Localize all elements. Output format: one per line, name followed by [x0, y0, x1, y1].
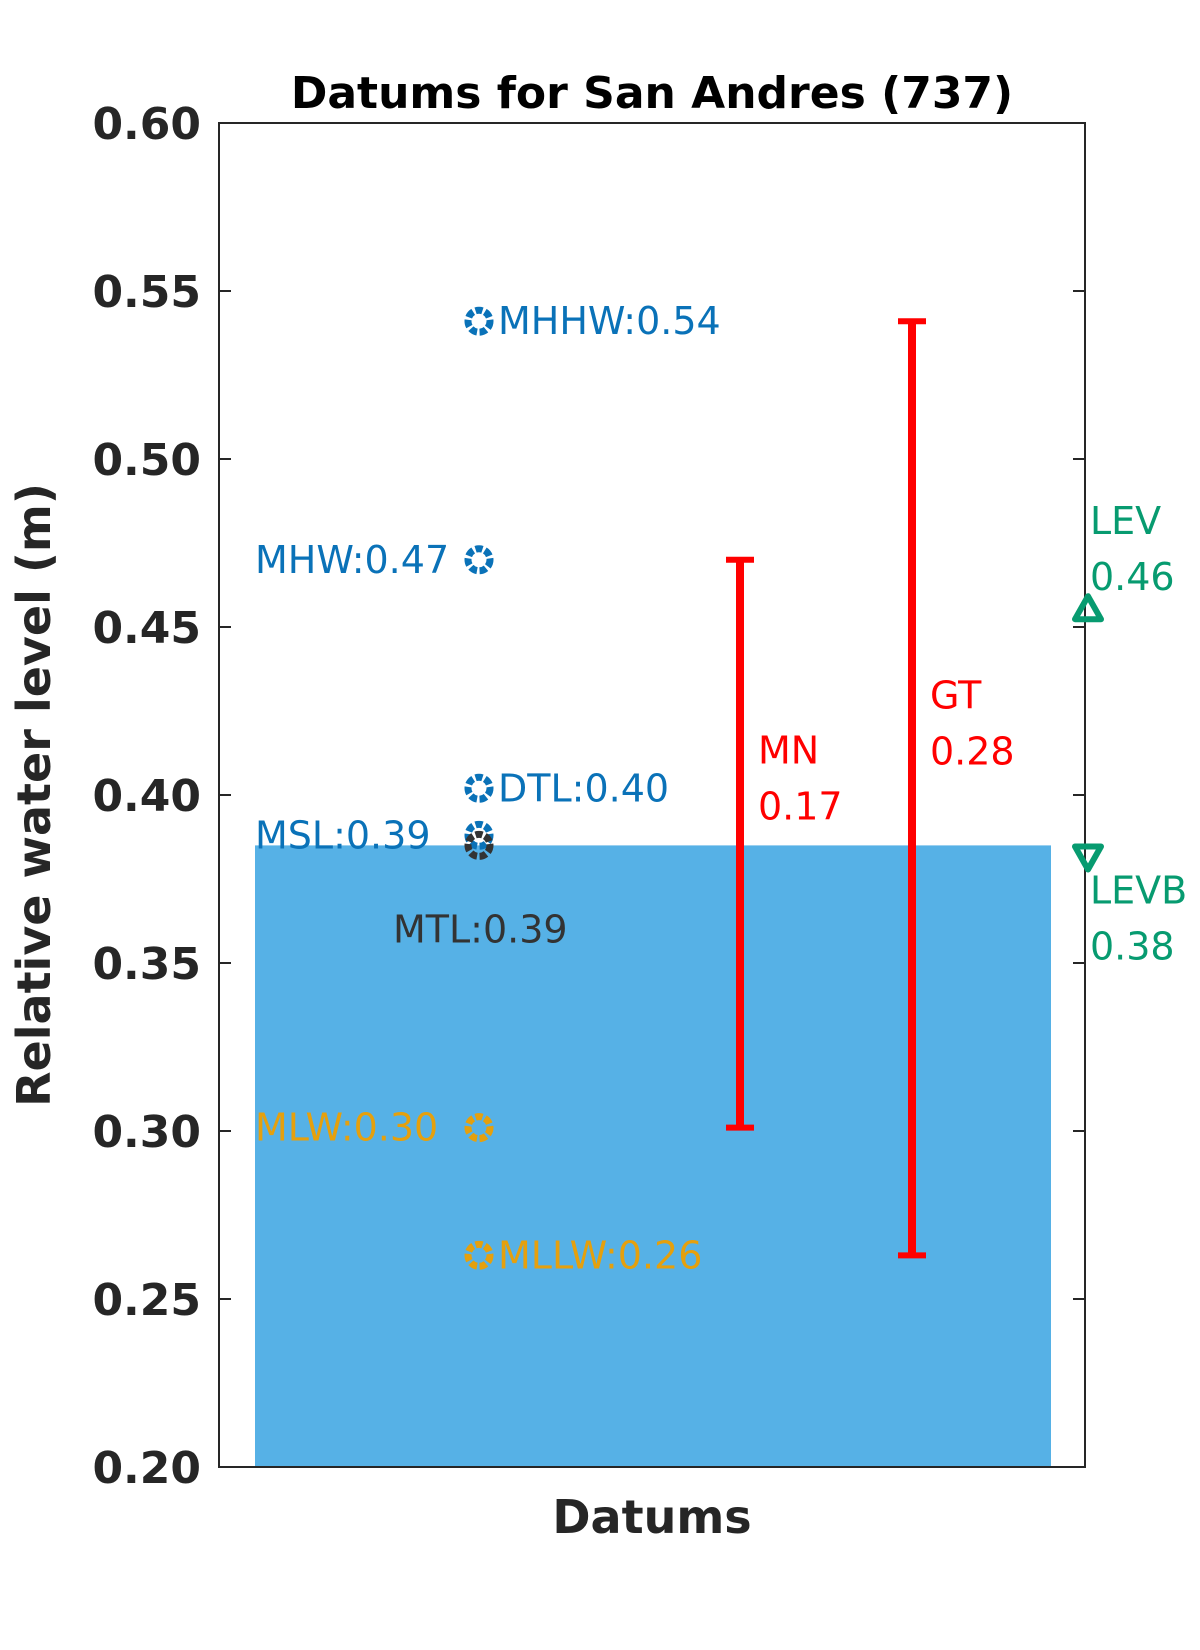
- extreme-value: 0.46: [1090, 555, 1175, 599]
- y-tick-label: 0.20: [92, 1443, 201, 1494]
- range-name: GT: [930, 673, 982, 717]
- datum-marker: [464, 545, 494, 575]
- datum-label: MTL:0.39: [393, 907, 568, 951]
- y-tick-label: 0.30: [92, 1107, 201, 1158]
- extreme-name: LEV: [1090, 499, 1161, 543]
- range-value: 0.28: [930, 729, 1015, 773]
- chart-title: Datums for San Andres (737): [291, 68, 1013, 119]
- datum-marker: [464, 1240, 494, 1270]
- datum-bar: [255, 845, 1051, 1467]
- datum-label: DTL:0.40: [498, 766, 669, 810]
- y-tick-label: 0.35: [92, 939, 201, 990]
- datum-marker: [464, 306, 494, 336]
- range-value: 0.17: [758, 785, 843, 829]
- extreme-marker-lev: [1072, 593, 1104, 623]
- y-tick-label: 0.25: [92, 1275, 201, 1326]
- extreme-value: 0.38: [1090, 924, 1175, 968]
- datum-label: MLW:0.30: [255, 1106, 438, 1150]
- y-tick-label: 0.60: [92, 99, 201, 150]
- y-tick-label: 0.45: [92, 603, 201, 654]
- datum-marker: [464, 773, 494, 803]
- datum-label: MHW:0.47: [255, 538, 449, 582]
- x-axis-label: Datums: [552, 1490, 751, 1544]
- datum-label: MSL:0.39: [255, 813, 431, 857]
- y-tick-label: 0.55: [92, 267, 201, 318]
- range-name: MN: [758, 729, 819, 773]
- datum-marker: [464, 830, 494, 860]
- datum-marker: [464, 1113, 494, 1143]
- y-tick-label: 0.40: [92, 771, 201, 822]
- datum-marker: [464, 820, 494, 850]
- extreme-name: LEVB: [1090, 868, 1187, 912]
- datum-label: MLLW:0.26: [498, 1233, 702, 1277]
- plot-area: 0.20 0.25 0.30 0.35 0.40 0.45 0.50 0.55 0.60 MHHW…: [92, 99, 1187, 1494]
- y-tick-label: 0.50: [92, 435, 201, 486]
- y-axis-label: Relative water level (m): [7, 483, 61, 1107]
- datum-label: MHHW:0.54: [498, 299, 721, 343]
- extreme-marker-levb: [1072, 843, 1104, 873]
